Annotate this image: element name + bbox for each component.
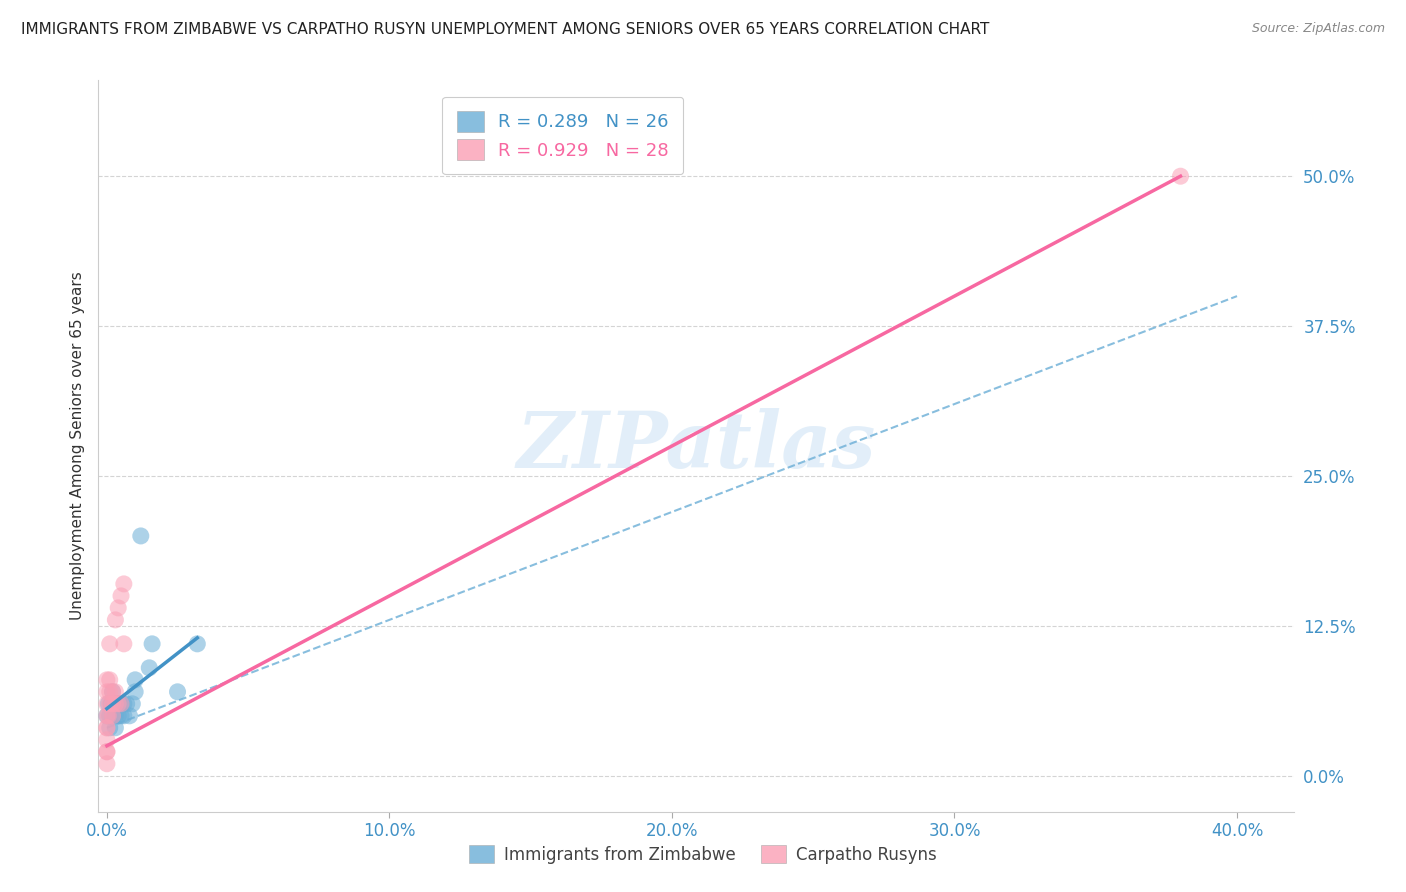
Point	[124, 673, 146, 687]
Point	[101, 708, 124, 723]
Point	[97, 697, 120, 711]
Point	[96, 673, 118, 687]
Point	[104, 697, 127, 711]
Point	[96, 745, 118, 759]
Y-axis label: Unemployment Among Seniors over 65 years: Unemployment Among Seniors over 65 years	[69, 272, 84, 620]
Point	[112, 577, 135, 591]
Point	[96, 756, 118, 771]
Point	[96, 708, 118, 723]
Point	[104, 613, 127, 627]
Point	[107, 708, 129, 723]
Point	[110, 697, 132, 711]
Legend: R = 0.289   N = 26, R = 0.929   N = 28: R = 0.289 N = 26, R = 0.929 N = 28	[441, 96, 683, 175]
Point	[98, 637, 121, 651]
Text: IMMIGRANTS FROM ZIMBABWE VS CARPATHO RUSYN UNEMPLOYMENT AMONG SENIORS OVER 65 YE: IMMIGRANTS FROM ZIMBABWE VS CARPATHO RUS…	[21, 22, 990, 37]
Point	[107, 600, 129, 615]
Point	[104, 708, 127, 723]
Point	[107, 697, 129, 711]
Point	[1170, 169, 1192, 184]
Point	[97, 708, 120, 723]
Point	[118, 708, 141, 723]
Legend: Immigrants from Zimbabwe, Carpatho Rusyns: Immigrants from Zimbabwe, Carpatho Rusyn…	[463, 838, 943, 871]
Point	[101, 685, 124, 699]
Point	[96, 721, 118, 735]
Point	[112, 637, 135, 651]
Point	[107, 697, 129, 711]
Text: Source: ZipAtlas.com: Source: ZipAtlas.com	[1251, 22, 1385, 36]
Point	[166, 685, 188, 699]
Point	[104, 685, 127, 699]
Point	[96, 697, 118, 711]
Point	[96, 745, 118, 759]
Point	[98, 721, 121, 735]
Point	[98, 673, 121, 687]
Point	[96, 732, 118, 747]
Point	[100, 697, 122, 711]
Point	[121, 697, 143, 711]
Point	[112, 708, 135, 723]
Point	[141, 637, 163, 651]
Point	[101, 685, 124, 699]
Point	[98, 708, 121, 723]
Point	[96, 685, 118, 699]
Point	[98, 697, 121, 711]
Text: ZIPatlas: ZIPatlas	[516, 408, 876, 484]
Point	[124, 685, 146, 699]
Point	[101, 708, 124, 723]
Point	[104, 721, 127, 735]
Point	[186, 637, 208, 651]
Point	[110, 589, 132, 603]
Point	[110, 697, 132, 711]
Point	[96, 721, 118, 735]
Point	[129, 529, 152, 543]
Point	[110, 708, 132, 723]
Point	[138, 661, 160, 675]
Point	[98, 685, 121, 699]
Point	[96, 708, 118, 723]
Point	[104, 697, 127, 711]
Point	[101, 697, 124, 711]
Point	[112, 697, 135, 711]
Point	[115, 697, 138, 711]
